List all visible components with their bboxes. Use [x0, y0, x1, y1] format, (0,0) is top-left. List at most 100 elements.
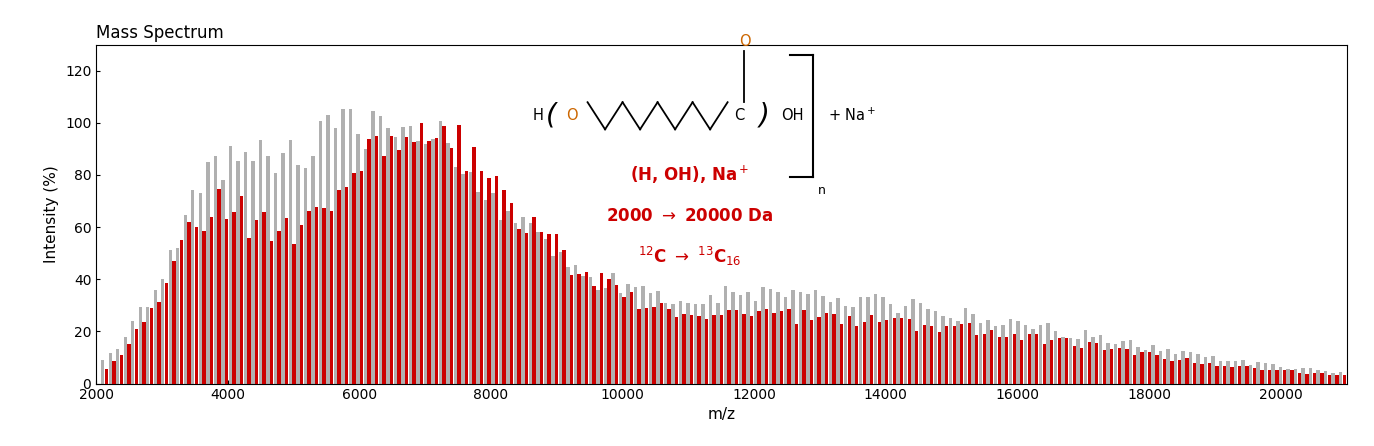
Bar — [963, 308, 967, 384]
Bar — [172, 261, 176, 384]
Bar — [1234, 361, 1237, 384]
Bar — [447, 144, 449, 384]
Bar — [1076, 339, 1080, 384]
Bar — [967, 323, 971, 384]
Bar — [308, 211, 311, 384]
Bar — [822, 296, 824, 384]
Bar — [1316, 370, 1320, 384]
Bar — [1197, 354, 1200, 384]
Bar — [338, 190, 341, 384]
Bar — [1043, 344, 1046, 384]
Bar — [787, 309, 791, 384]
Bar — [518, 229, 521, 384]
Bar — [757, 310, 761, 384]
Bar — [991, 330, 993, 384]
Bar — [1129, 340, 1132, 384]
Text: C: C — [734, 108, 745, 123]
Bar — [1095, 343, 1098, 384]
Bar — [1290, 370, 1293, 384]
Bar — [1061, 337, 1065, 384]
Bar — [139, 307, 142, 384]
Bar — [600, 273, 603, 384]
Bar — [945, 326, 948, 384]
Bar — [297, 165, 300, 384]
Bar — [750, 315, 753, 384]
Text: (: ( — [547, 102, 558, 130]
Bar — [1162, 359, 1167, 384]
Bar — [915, 330, 918, 384]
Bar — [1204, 357, 1208, 384]
Bar — [824, 313, 829, 384]
Bar — [499, 220, 502, 384]
Bar — [922, 326, 926, 384]
Bar — [863, 322, 866, 384]
Bar — [510, 203, 514, 384]
Bar — [1125, 348, 1128, 384]
Bar — [1320, 373, 1323, 384]
Bar — [1047, 323, 1050, 384]
Bar — [131, 321, 135, 384]
Bar — [442, 126, 445, 384]
Bar — [555, 234, 558, 384]
Bar — [731, 292, 735, 384]
Bar — [1238, 366, 1241, 384]
Bar — [1004, 337, 1009, 384]
Bar — [345, 187, 348, 384]
Text: $^{12}$C $\rightarrow$ $^{13}$C$_{16}$: $^{12}$C $\rightarrow$ $^{13}$C$_{16}$ — [639, 245, 742, 268]
Bar — [109, 353, 111, 384]
Bar — [113, 361, 115, 384]
Bar — [495, 176, 499, 384]
Bar — [1002, 325, 1004, 384]
Bar — [761, 287, 765, 384]
Y-axis label: Intensity (%): Intensity (%) — [44, 165, 59, 263]
Bar — [364, 149, 367, 384]
Bar — [146, 307, 150, 384]
Bar — [844, 306, 848, 384]
Bar — [1294, 369, 1297, 384]
Bar — [120, 355, 124, 384]
Bar — [1084, 330, 1087, 384]
Bar — [562, 250, 566, 384]
Bar — [1275, 370, 1279, 384]
Bar — [491, 193, 495, 384]
Bar — [581, 276, 584, 384]
Bar — [791, 290, 794, 384]
Bar — [596, 289, 599, 384]
Bar — [547, 234, 551, 384]
Bar — [282, 153, 284, 384]
Bar — [1227, 361, 1230, 384]
Bar — [191, 190, 195, 384]
Bar — [1039, 326, 1043, 384]
Bar — [993, 326, 998, 384]
Bar — [1336, 375, 1338, 384]
Bar — [768, 289, 772, 384]
Bar — [1186, 358, 1189, 384]
Bar — [143, 322, 146, 384]
Bar — [367, 139, 371, 384]
Text: (H, OH), Na$^+$: (H, OH), Na$^+$ — [631, 164, 750, 186]
Bar — [574, 265, 577, 384]
Bar — [379, 116, 382, 384]
Bar — [1286, 369, 1290, 384]
Bar — [423, 144, 427, 384]
Bar — [453, 167, 458, 384]
X-axis label: m/z: m/z — [708, 407, 735, 421]
Bar — [735, 310, 738, 384]
Bar — [642, 286, 644, 384]
Bar — [1271, 364, 1275, 384]
Bar — [258, 140, 262, 384]
Bar — [1117, 348, 1121, 384]
Bar — [796, 323, 798, 384]
Bar — [1110, 350, 1113, 384]
Text: H: H — [533, 108, 544, 123]
Text: 2000 $\rightarrow$ 20000 Da: 2000 $\rightarrow$ 20000 Da — [606, 207, 774, 225]
Bar — [952, 326, 956, 384]
Bar — [115, 349, 120, 384]
Bar — [536, 232, 540, 384]
Text: OH: OH — [782, 108, 804, 123]
Bar — [859, 297, 861, 384]
Bar — [1080, 347, 1084, 384]
Bar — [949, 318, 952, 384]
Bar — [169, 250, 172, 384]
Bar — [701, 304, 705, 384]
